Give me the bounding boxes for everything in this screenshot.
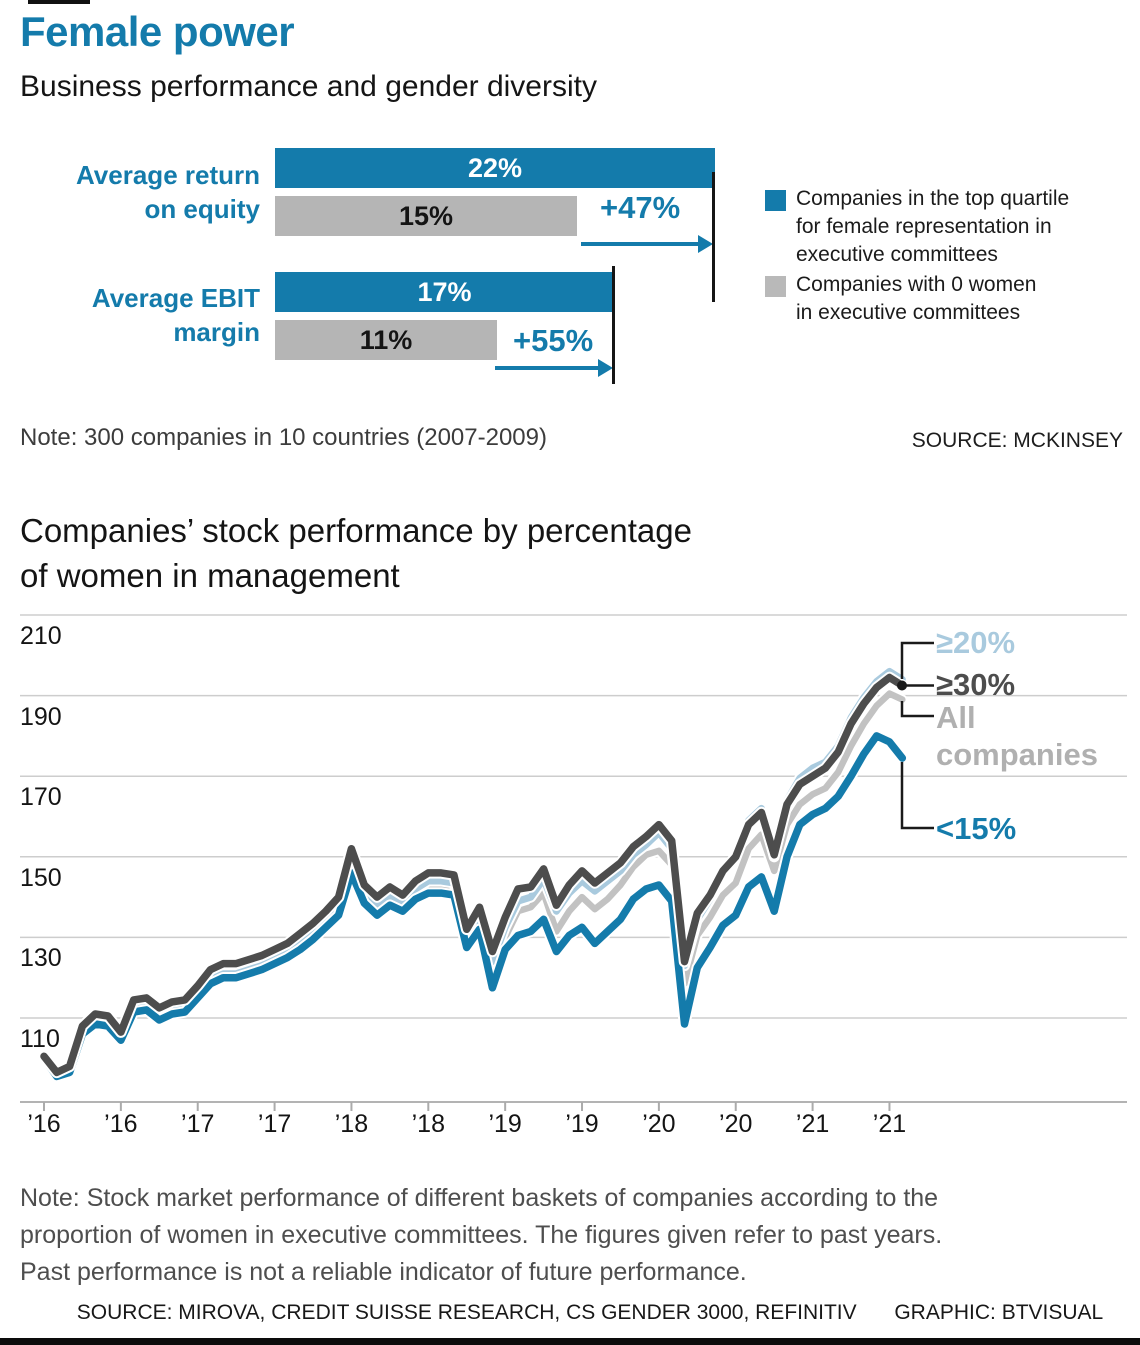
- bar-row-label-ebit: Average EBIT margin: [91, 283, 260, 347]
- bottom-rule: [0, 1338, 1140, 1345]
- y-tick-label-110: 110: [20, 1025, 60, 1053]
- reference-line-ebit: [612, 266, 615, 384]
- x-tick-label-4: ’18: [334, 1110, 369, 1138]
- x-tick-label-7: ’19: [565, 1110, 599, 1138]
- x-tick-label-2: ’17: [181, 1110, 215, 1138]
- top-crop-mark: [28, 0, 90, 4]
- bar-chart-note: Note: 300 companies in 10 countries (200…: [20, 424, 547, 451]
- y-tick-label-210: 210: [20, 622, 62, 650]
- line-series-30: [40, 673, 907, 1077]
- connector-dot: [897, 680, 907, 691]
- x-tick-label-6: ’19: [488, 1110, 522, 1138]
- delta-arrow-roe: [581, 242, 699, 246]
- delta-label-ebit: +55%: [513, 323, 594, 358]
- x-tick-label-9: ’20: [719, 1110, 753, 1138]
- bar-value-label: 22%: [467, 153, 523, 183]
- series-label-lt15: <15%: [936, 811, 1017, 846]
- footer-source: SOURCE: MIROVA, CREDIT SUISSE RESEARCH, …: [76, 1301, 857, 1324]
- page-subtitle: Business performance and gender diversit…: [20, 70, 597, 103]
- bar-roe-zero-women: 15%: [275, 196, 577, 236]
- footer-source-line: SOURCE: MIROVA, CREDIT SUISSE RESEARCH, …: [60, 1301, 1120, 1325]
- line-chart-note: Note: Stock market performance of differ…: [20, 1184, 943, 1286]
- footer-graphic-credit: GRAPHIC: BTVISUAL: [894, 1301, 1104, 1324]
- label-connector: [900, 762, 934, 830]
- legend-swatch-top-quartile: [765, 190, 786, 211]
- x-tick-label-0: ’16: [27, 1110, 61, 1138]
- y-tick-label-190: 190: [20, 702, 62, 731]
- y-tick-label-130: 130: [20, 944, 62, 973]
- line-series-15: [40, 732, 907, 1081]
- delta-arrow-head-roe: [698, 235, 713, 253]
- label-connector: [900, 701, 934, 718]
- bar-chart-source: SOURCE: MCKINSEY: [911, 429, 1123, 452]
- x-tick-label-11: ’21: [872, 1110, 907, 1138]
- stock-performance-chart: [20, 614, 1127, 1111]
- legend-label-top-quartile: Companies in the top quartile for female…: [796, 187, 1070, 266]
- series-label-ge20: ≥20%: [936, 625, 1016, 660]
- x-tick-label-8: ’20: [642, 1110, 676, 1138]
- x-tick-label-3: ’17: [257, 1110, 292, 1138]
- x-tick-label-5: ’18: [411, 1110, 445, 1138]
- delta-arrow-head-ebit: [598, 359, 613, 377]
- legend-label-zero-women: Companies with 0 women in executive comm…: [796, 273, 1037, 324]
- series-label-all-companies: All companies: [936, 700, 1098, 772]
- line-chart-title: Companies’ stock performance by percenta…: [20, 512, 692, 594]
- x-tick-label-1: ’16: [104, 1110, 138, 1138]
- bar-value-label: 17%: [417, 277, 472, 307]
- delta-arrow-ebit: [495, 366, 599, 370]
- bar-value-label: 11%: [359, 325, 413, 355]
- x-tick-label-10: ’21: [795, 1110, 830, 1138]
- bar-ebit-zero-women: 11%: [275, 320, 497, 360]
- bar-roe-top-quartile: 22%: [275, 148, 715, 188]
- delta-label-roe: +47%: [600, 190, 681, 225]
- reference-line-roe: [712, 172, 715, 302]
- bar-value-label: 15%: [398, 201, 454, 231]
- bar-ebit-top-quartile: 17%: [275, 272, 614, 312]
- series-label-ge30: ≥30%: [936, 667, 1016, 702]
- label-connector: [900, 641, 934, 679]
- page-title: Female power: [20, 8, 295, 55]
- bar-row-label-roe: Average return on equity: [76, 160, 260, 224]
- legend-swatch-zero-women: [765, 276, 786, 297]
- y-tick-label-150: 150: [20, 863, 62, 892]
- y-tick-label-170: 170: [20, 783, 62, 812]
